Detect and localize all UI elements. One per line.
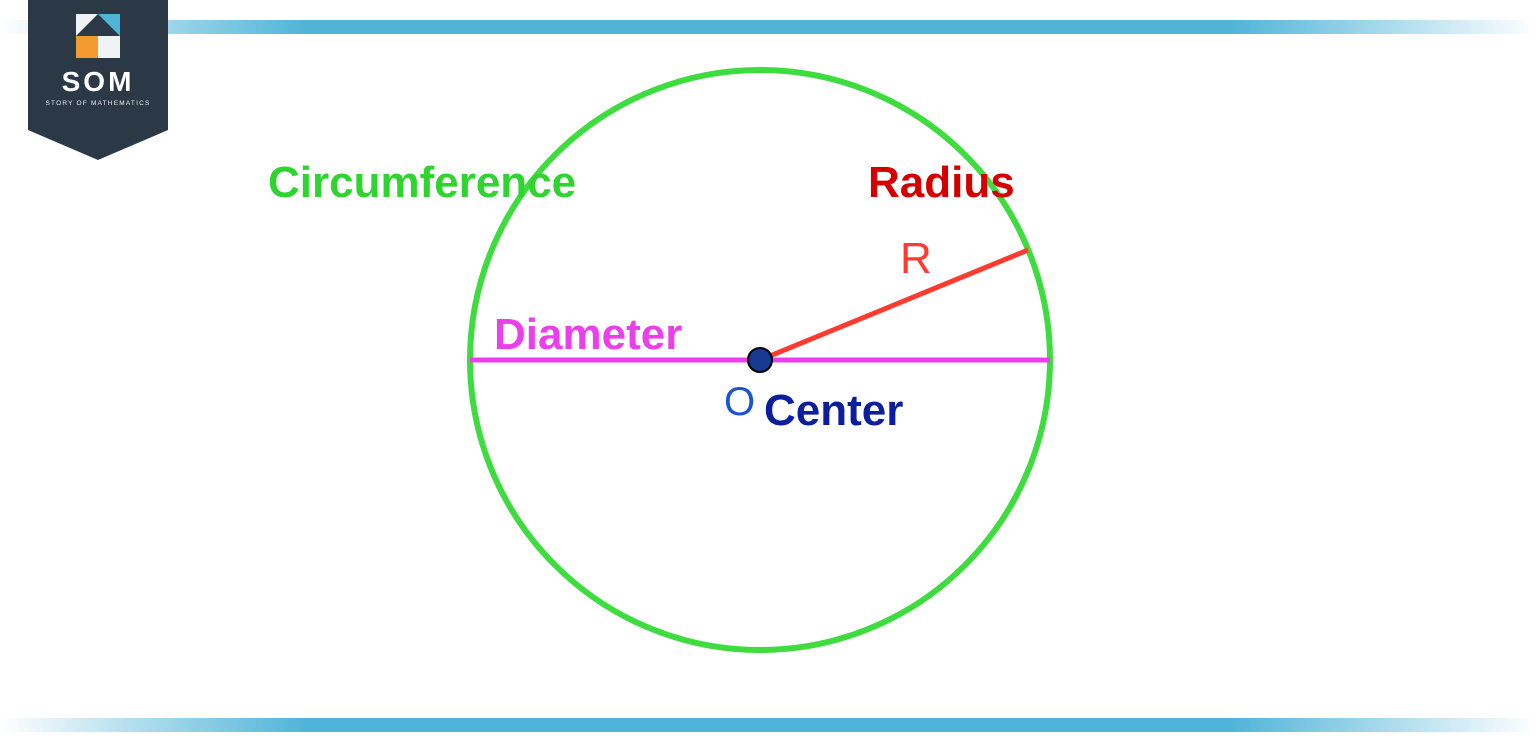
label-circumference: Circumference: [268, 158, 576, 208]
center-point: [748, 348, 772, 372]
label-center: Center: [764, 386, 903, 436]
label-diameter: Diameter: [494, 310, 682, 360]
circle-diagram: [0, 0, 1536, 752]
label-radius: Radius: [868, 158, 1015, 208]
label-r: R: [900, 234, 932, 284]
radius-line: [760, 250, 1028, 360]
label-o: O: [724, 380, 755, 425]
